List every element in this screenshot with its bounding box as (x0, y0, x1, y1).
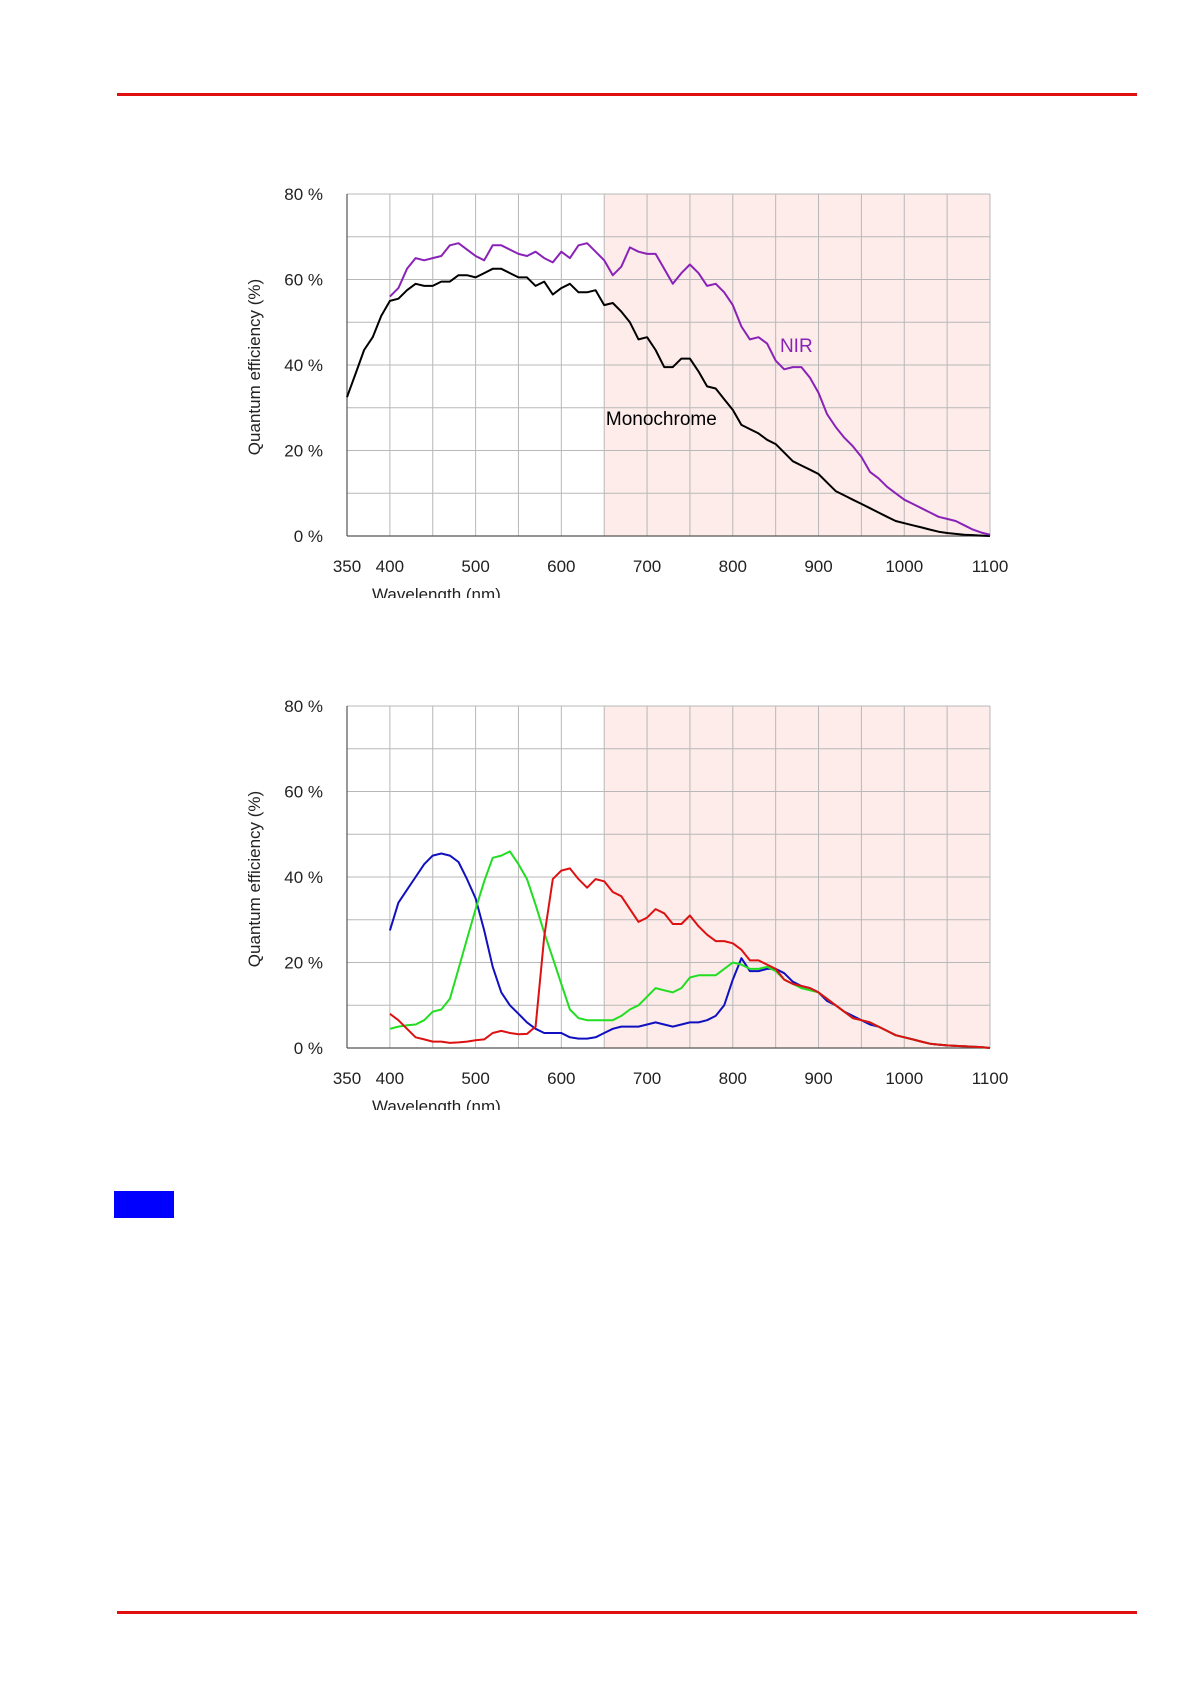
y-tick-label: 0 % (294, 1039, 323, 1058)
x-axis-label: Wavelength (nm) (372, 585, 501, 598)
x-tick-label: 900 (804, 1069, 832, 1088)
x-tick-label: 800 (719, 1069, 747, 1088)
x-tick-label: 700 (633, 557, 661, 576)
y-tick-label: 60 % (284, 783, 323, 802)
x-tick-label: 350 (333, 557, 361, 576)
x-tick-label: 600 (547, 1069, 575, 1088)
x-tick-label: 500 (461, 557, 489, 576)
monochrome-curve (346, 267, 991, 537)
x-tick-label: 500 (461, 1069, 489, 1088)
nir-curve (389, 242, 991, 536)
y-axis-label: Quantum efficiency (%) (245, 791, 264, 967)
bottom-red-rule (117, 1611, 1137, 1614)
y-tick-label: 20 % (284, 954, 323, 973)
chart-svg: 350 400 500 600 700 800 900 1000 1100 0 % 20 % 40 %… (245, 697, 1009, 1110)
x-tick-label: 1100 (972, 1069, 1009, 1088)
y-tick-label: 20 % (284, 442, 323, 461)
y-tick-label: 40 % (284, 868, 323, 887)
series-3-curve (389, 867, 991, 1049)
color-qe-chart: 350 400 500 600 700 800 900 1000 1100 0 % 20 % 40 %… (230, 680, 1030, 1110)
x-tick-label: 400 (376, 557, 404, 576)
blue-marker-box (114, 1191, 174, 1218)
top-red-rule (117, 93, 1137, 96)
chart-svg: 350 400 500 600 700 800 900 1000 1100 0 % 20 % 40 %… (245, 185, 1009, 598)
x-tick-label: 800 (719, 557, 747, 576)
x-tick-label: 1000 (885, 557, 923, 576)
y-axis-label: Quantum efficiency (%) (245, 279, 264, 455)
x-axis-label: Wavelength (nm) (372, 1097, 501, 1110)
monochrome-annotation-label: Monochrome (606, 409, 717, 430)
y-tick-label: 40 % (284, 356, 323, 375)
x-tick-label: 350 (333, 1069, 361, 1088)
y-tick-label: 80 % (284, 697, 323, 716)
x-tick-label: 1100 (972, 557, 1009, 576)
y-tick-label: 0 % (294, 527, 323, 546)
x-tick-label: 600 (547, 557, 575, 576)
x-tick-label: 400 (376, 1069, 404, 1088)
nir-annotation-label: NIR (780, 336, 813, 357)
y-tick-label: 60 % (284, 271, 323, 290)
x-tick-label: 900 (804, 557, 832, 576)
x-tick-label: 700 (633, 1069, 661, 1088)
x-tick-label: 1000 (885, 1069, 923, 1088)
mono-nir-qe-chart: 350 400 500 600 700 800 900 1000 1100 0 % 20 % 40 %… (230, 168, 1030, 598)
y-tick-label: 80 % (284, 185, 323, 204)
